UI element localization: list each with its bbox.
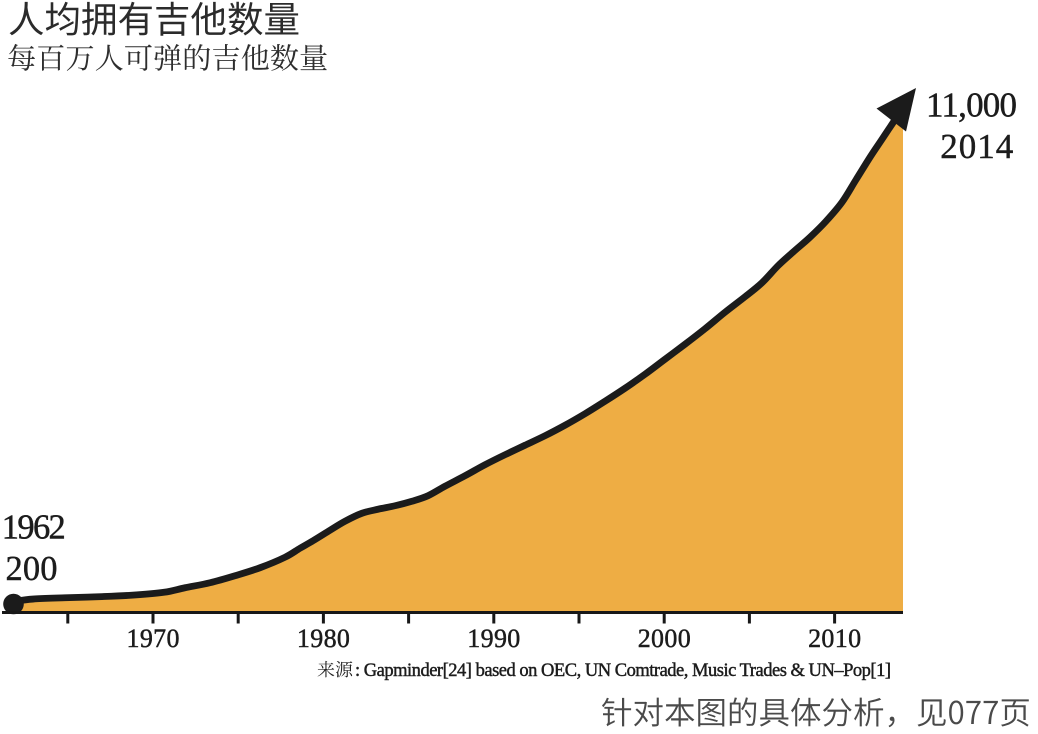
svg-text:1980: 1980 xyxy=(297,624,350,653)
svg-text:2014: 2014 xyxy=(940,127,1013,166)
svg-text:1962: 1962 xyxy=(2,509,66,547)
svg-text:2000: 2000 xyxy=(638,624,691,653)
svg-text:1970: 1970 xyxy=(127,624,180,653)
svg-text:200: 200 xyxy=(6,550,58,588)
svg-text:2010: 2010 xyxy=(808,624,861,653)
svg-text:11,000: 11,000 xyxy=(926,86,1017,125)
svg-text:: Gapminder[24] based on OEC,: : Gapminder[24] based on OEC, UN Comtrad… xyxy=(355,661,891,681)
svg-text:1990: 1990 xyxy=(467,624,520,653)
